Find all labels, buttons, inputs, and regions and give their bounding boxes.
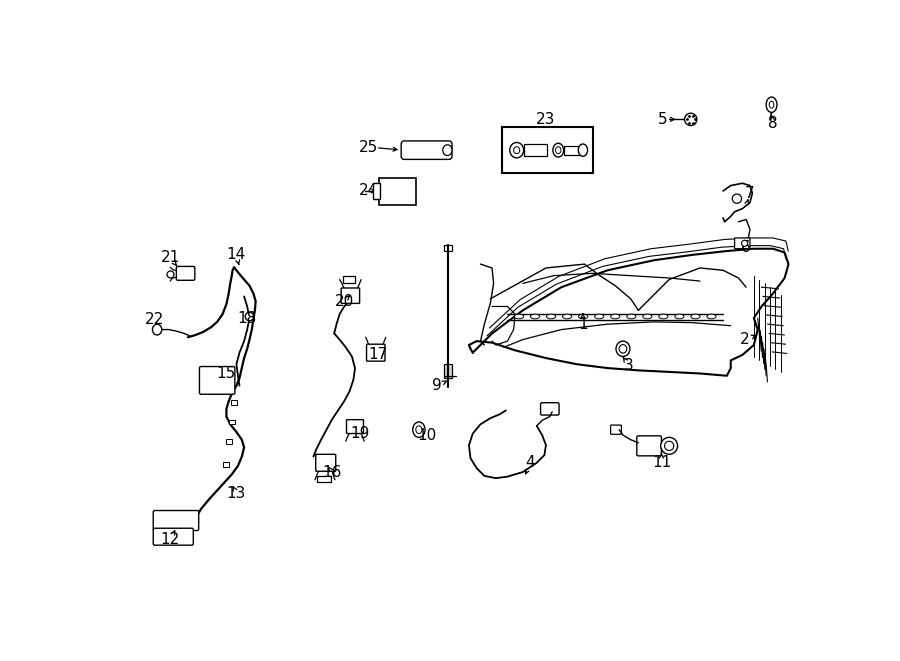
Ellipse shape [555, 147, 561, 153]
Ellipse shape [626, 314, 636, 319]
Text: 25: 25 [359, 139, 379, 155]
FancyBboxPatch shape [734, 238, 750, 249]
Text: 3: 3 [625, 358, 634, 373]
FancyBboxPatch shape [200, 367, 235, 394]
Text: 6: 6 [742, 240, 751, 254]
FancyBboxPatch shape [379, 178, 416, 205]
Text: 15: 15 [217, 366, 236, 381]
Text: 9: 9 [432, 378, 442, 393]
Ellipse shape [509, 143, 524, 158]
Bar [223, 462, 230, 467]
Text: 1: 1 [578, 317, 588, 332]
Text: 11: 11 [652, 455, 671, 470]
Text: 12: 12 [160, 532, 180, 547]
Ellipse shape [579, 144, 588, 156]
Text: 19: 19 [350, 426, 369, 441]
Ellipse shape [562, 314, 572, 319]
Bar [220, 370, 225, 374]
Ellipse shape [443, 145, 452, 155]
Text: 2: 2 [740, 332, 750, 347]
Ellipse shape [515, 314, 524, 319]
Ellipse shape [770, 101, 774, 108]
FancyBboxPatch shape [153, 510, 199, 531]
Text: 14: 14 [227, 247, 246, 262]
FancyBboxPatch shape [541, 403, 559, 415]
Text: 8: 8 [769, 116, 778, 132]
Bar [231, 401, 238, 405]
Bar [168, 516, 174, 520]
Bar [445, 364, 452, 378]
Ellipse shape [413, 422, 425, 438]
Ellipse shape [616, 341, 630, 356]
Bar [212, 370, 217, 374]
Bar [344, 276, 355, 284]
Ellipse shape [766, 97, 777, 112]
Ellipse shape [152, 324, 162, 335]
Bar [318, 476, 331, 482]
Ellipse shape [514, 147, 520, 153]
Text: 18: 18 [238, 311, 256, 325]
Text: 7: 7 [745, 186, 755, 201]
Ellipse shape [416, 426, 422, 434]
FancyBboxPatch shape [502, 127, 593, 173]
FancyBboxPatch shape [346, 420, 364, 434]
Ellipse shape [246, 312, 254, 321]
Ellipse shape [530, 314, 540, 319]
Bar [205, 370, 210, 374]
Ellipse shape [546, 314, 555, 319]
Ellipse shape [691, 314, 700, 319]
Text: 23: 23 [536, 112, 555, 127]
Ellipse shape [733, 194, 742, 204]
Text: 16: 16 [322, 465, 342, 479]
Bar [229, 420, 235, 424]
FancyBboxPatch shape [153, 528, 194, 545]
Ellipse shape [595, 314, 604, 319]
Bar [564, 145, 580, 155]
Ellipse shape [675, 314, 684, 319]
Ellipse shape [643, 314, 652, 319]
Text: 21: 21 [160, 251, 180, 266]
Ellipse shape [661, 438, 678, 454]
Text: 13: 13 [227, 486, 246, 501]
Ellipse shape [742, 240, 748, 247]
Ellipse shape [610, 314, 620, 319]
Text: 17: 17 [368, 348, 388, 362]
Bar [525, 144, 547, 156]
FancyBboxPatch shape [341, 288, 360, 303]
FancyBboxPatch shape [401, 141, 452, 159]
Bar [226, 439, 232, 444]
Ellipse shape [619, 344, 626, 353]
Ellipse shape [706, 314, 716, 319]
Bar [161, 516, 166, 520]
Text: 5: 5 [658, 112, 668, 127]
Bar [176, 516, 182, 520]
FancyBboxPatch shape [637, 436, 662, 456]
Ellipse shape [664, 442, 674, 450]
Bar [445, 245, 452, 251]
FancyBboxPatch shape [316, 454, 336, 471]
Text: 22: 22 [145, 312, 165, 327]
FancyBboxPatch shape [610, 425, 621, 434]
Text: 10: 10 [417, 428, 436, 443]
Ellipse shape [659, 314, 668, 319]
Text: 24: 24 [359, 184, 379, 198]
Ellipse shape [579, 314, 588, 319]
Ellipse shape [553, 143, 563, 157]
FancyBboxPatch shape [373, 183, 380, 199]
FancyBboxPatch shape [176, 266, 194, 280]
Text: 20: 20 [335, 293, 354, 309]
Text: 4: 4 [526, 455, 536, 470]
Ellipse shape [685, 113, 697, 126]
FancyBboxPatch shape [366, 344, 385, 361]
